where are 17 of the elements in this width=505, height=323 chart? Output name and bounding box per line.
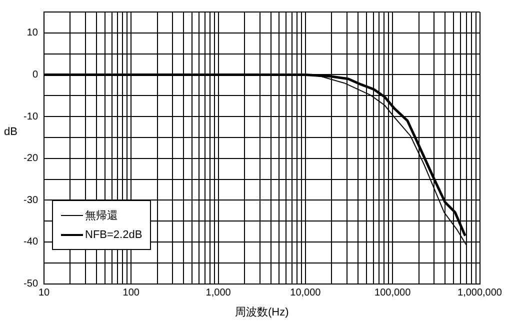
x-tick-label: 100 <box>122 288 140 299</box>
y-tick-label: -20 <box>24 153 38 164</box>
legend-label: NFB=2.2dB <box>85 229 142 241</box>
y-tick-label: -30 <box>24 194 38 206</box>
x-tick-label: 10 <box>38 288 50 299</box>
x-tick-label: 100,000 <box>374 288 412 299</box>
x-tick-label: 1,000 <box>206 288 232 299</box>
x-tick-label: 10,000 <box>290 288 322 299</box>
y-tick-label: 0 <box>32 69 38 80</box>
y-tick-label: -40 <box>24 236 38 248</box>
x-tick-label: 1,000,000 <box>458 288 502 299</box>
x-axis-title: 周波数(Hz) <box>234 305 289 318</box>
y-tick-label: -50 <box>24 278 38 290</box>
y-tick-label: -10 <box>24 111 38 122</box>
y-axis-title: dB <box>4 126 18 138</box>
y-tick-label: 10 <box>26 28 38 39</box>
legend-label: 無帰還 <box>85 208 118 222</box>
